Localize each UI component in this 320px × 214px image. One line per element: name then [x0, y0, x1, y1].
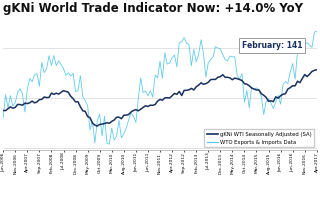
Text: gKNi World Trade Indicator Now: +14.0% YoY: gKNi World Trade Indicator Now: +14.0% Y… [3, 2, 303, 15]
Text: February: 141: February: 141 [242, 41, 302, 50]
Legend: gKNi WTI Seasonally Adjusted (SA), WTO Exports & Imports Data: gKNi WTI Seasonally Adjusted (SA), WTO E… [204, 129, 314, 147]
